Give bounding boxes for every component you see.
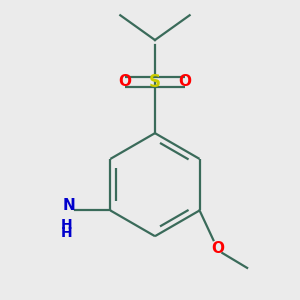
Text: O: O bbox=[119, 74, 132, 89]
Text: N: N bbox=[62, 198, 75, 213]
Text: O: O bbox=[178, 74, 191, 89]
Text: S: S bbox=[149, 73, 161, 91]
Text: H: H bbox=[61, 226, 73, 240]
Text: O: O bbox=[211, 241, 224, 256]
Text: H: H bbox=[61, 218, 73, 233]
